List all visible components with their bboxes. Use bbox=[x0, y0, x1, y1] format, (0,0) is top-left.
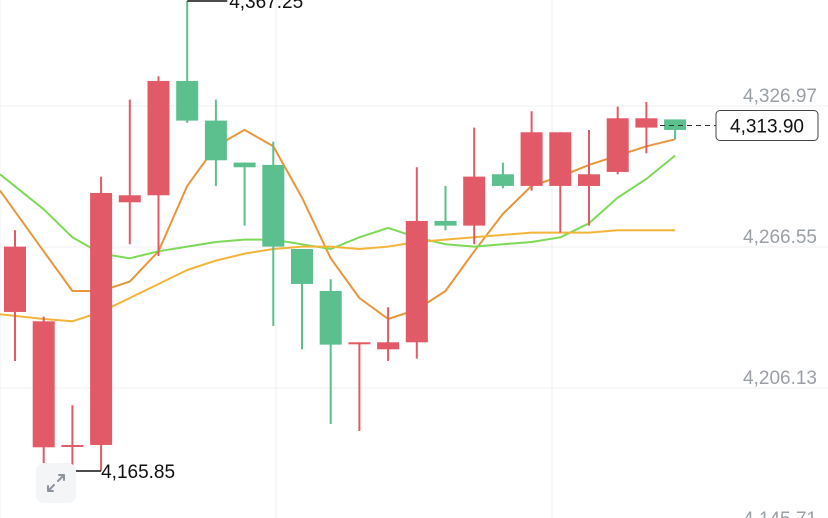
candle-body bbox=[233, 162, 256, 168]
candle-body bbox=[520, 132, 543, 186]
candle-body bbox=[348, 342, 371, 345]
candle-body bbox=[377, 342, 400, 350]
expand-button[interactable] bbox=[36, 463, 76, 503]
candle-body bbox=[549, 132, 572, 186]
y-tick-label: 4,326.97 bbox=[743, 86, 817, 107]
high-price-label: 4,367.25 bbox=[229, 0, 303, 13]
candle-body bbox=[262, 164, 285, 247]
y-tick-label: 4,206.13 bbox=[743, 368, 817, 389]
candle-body bbox=[90, 192, 113, 445]
candle-body bbox=[664, 119, 687, 130]
candle-body bbox=[578, 174, 600, 186]
candle-body bbox=[176, 80, 199, 121]
candle-body bbox=[434, 220, 457, 226]
candle-body bbox=[635, 118, 658, 128]
low-price-label: 4,165.85 bbox=[101, 462, 175, 483]
y-tick-label: 4,145.71 bbox=[743, 509, 817, 518]
candle-body bbox=[147, 80, 170, 196]
expand-arrows-icon bbox=[47, 474, 65, 492]
last-price-box bbox=[715, 110, 819, 142]
candle-body bbox=[606, 118, 629, 172]
candle-body bbox=[291, 248, 313, 284]
ma_long-line bbox=[0, 229, 676, 323]
candle-body bbox=[463, 176, 486, 226]
candle-body bbox=[491, 174, 514, 186]
candle-body bbox=[32, 321, 55, 448]
y-tick-label: 4,266.55 bbox=[743, 227, 817, 248]
candle-body bbox=[4, 246, 26, 312]
candle-body bbox=[405, 220, 428, 343]
candle-body bbox=[61, 444, 84, 447]
candle-body bbox=[118, 195, 141, 203]
candle-body bbox=[204, 120, 227, 161]
last-price-label: 4,313.90 bbox=[730, 117, 804, 138]
ma_mid-line bbox=[0, 154, 676, 260]
candle-body bbox=[319, 290, 342, 345]
